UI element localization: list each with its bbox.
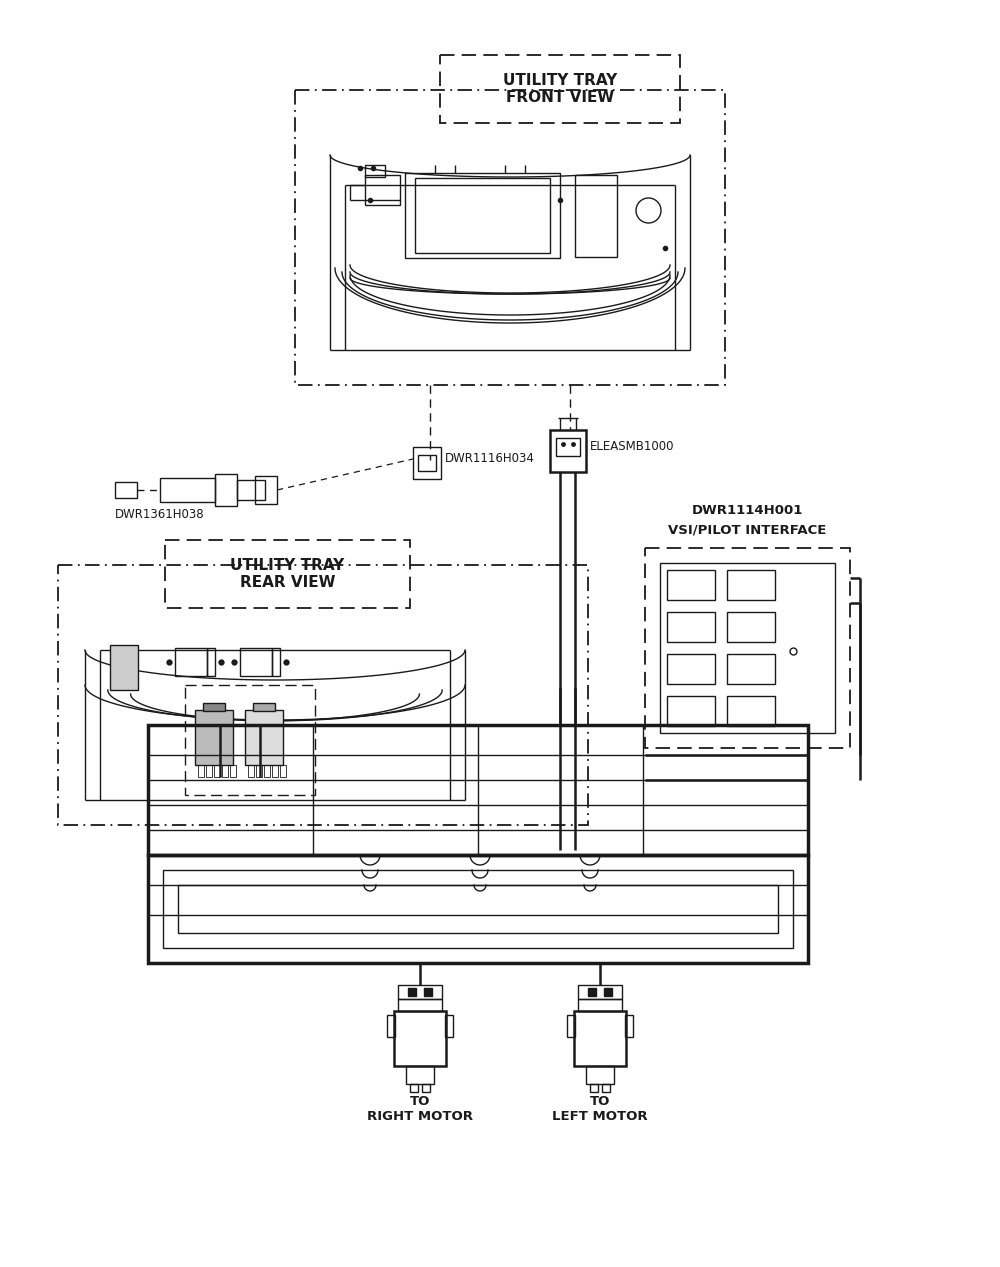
Bar	[667, 570, 715, 601]
Bar	[556, 438, 580, 456]
Bar	[240, 647, 272, 677]
Bar	[237, 480, 265, 500]
Bar	[398, 998, 442, 1011]
Bar	[148, 855, 808, 963]
Bar	[58, 565, 588, 825]
Bar	[394, 1011, 446, 1066]
Bar	[165, 540, 410, 608]
Bar	[387, 1015, 395, 1036]
Bar	[667, 654, 715, 684]
Bar	[574, 1011, 626, 1066]
Bar	[645, 549, 850, 748]
Bar	[578, 984, 622, 998]
Bar	[195, 710, 233, 765]
Bar	[550, 430, 586, 473]
Bar	[245, 710, 283, 765]
Bar	[440, 54, 680, 123]
Text: ELEASMB1000: ELEASMB1000	[590, 440, 674, 452]
Bar	[178, 886, 778, 933]
Bar	[602, 1085, 610, 1092]
Bar	[253, 703, 275, 711]
Bar	[255, 476, 277, 504]
Bar	[365, 175, 400, 205]
Bar	[264, 765, 270, 777]
Bar	[410, 1085, 418, 1092]
Bar	[418, 455, 436, 471]
Bar	[115, 481, 137, 498]
Bar	[175, 647, 207, 677]
Bar	[567, 1015, 575, 1036]
Bar	[727, 612, 775, 642]
Bar	[405, 174, 560, 258]
Bar	[215, 474, 237, 506]
Bar	[445, 1015, 453, 1036]
Bar	[256, 765, 262, 777]
Bar	[163, 870, 793, 948]
Bar	[727, 570, 775, 601]
Bar	[230, 765, 236, 777]
Bar	[398, 984, 442, 998]
Bar	[365, 165, 385, 177]
Bar	[422, 1085, 430, 1092]
Bar	[575, 175, 617, 257]
Bar	[590, 1085, 598, 1092]
Text: RIGHT MOTOR: RIGHT MOTOR	[367, 1110, 473, 1123]
Bar	[148, 725, 808, 855]
Text: LEFT MOTOR: LEFT MOTOR	[552, 1110, 648, 1123]
Bar	[272, 765, 278, 777]
Text: DWR1116H034: DWR1116H034	[445, 452, 535, 465]
Bar	[206, 765, 212, 777]
Bar	[667, 612, 715, 642]
Bar	[203, 703, 225, 711]
Text: TO: TO	[410, 1095, 430, 1109]
Bar	[160, 478, 215, 502]
Text: VSI/PILOT INTERFACE: VSI/PILOT INTERFACE	[668, 523, 827, 536]
Bar	[406, 1066, 434, 1085]
Bar	[185, 685, 315, 794]
Bar	[578, 998, 622, 1011]
Bar	[727, 696, 775, 726]
Bar	[222, 765, 228, 777]
Bar	[248, 765, 254, 777]
Bar	[272, 647, 280, 677]
Text: UTILITY TRAY
REAR VIEW: UTILITY TRAY REAR VIEW	[230, 557, 345, 590]
Bar	[110, 645, 138, 691]
Bar	[198, 765, 204, 777]
Bar	[214, 765, 220, 777]
Bar	[660, 563, 835, 734]
Text: DWR1361H038: DWR1361H038	[115, 508, 205, 521]
Bar	[625, 1015, 633, 1036]
Bar	[727, 654, 775, 684]
Bar	[415, 177, 550, 253]
Bar	[295, 90, 725, 385]
Text: UTILITY TRAY
FRONT VIEW: UTILITY TRAY FRONT VIEW	[503, 72, 617, 105]
Text: TO: TO	[590, 1095, 610, 1109]
Bar	[667, 696, 715, 726]
Bar	[413, 447, 441, 479]
Bar	[207, 647, 215, 677]
Text: DWR1114H001: DWR1114H001	[692, 503, 803, 517]
Bar	[280, 765, 286, 777]
Bar	[586, 1066, 614, 1085]
